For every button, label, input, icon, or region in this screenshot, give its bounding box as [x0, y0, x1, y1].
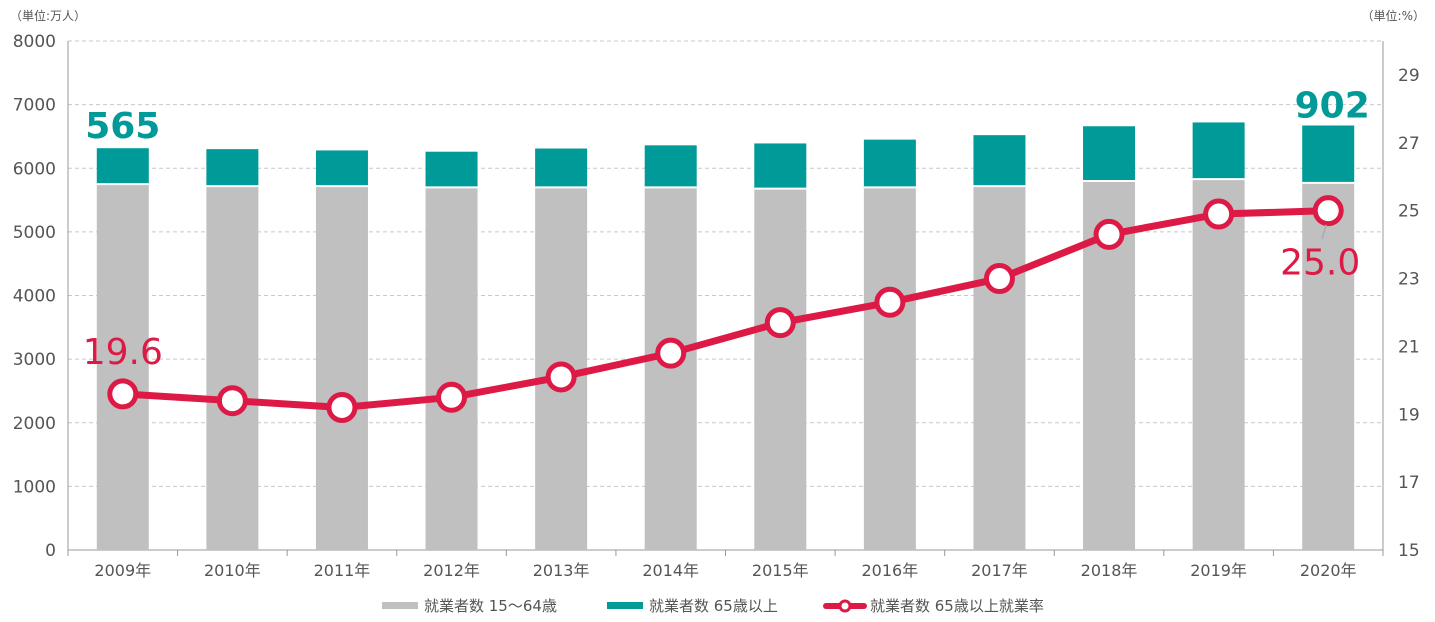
left-tick-label: 6000: [13, 159, 56, 179]
bar-15-64: [863, 187, 916, 550]
label-65-plus-2009: 565: [85, 106, 160, 147]
right-tick-label: 21: [1398, 337, 1420, 357]
rate-point: [326, 391, 358, 423]
bars: [96, 122, 1355, 551]
legend-swatch-15-64: [382, 602, 418, 609]
right-tick-label: 25: [1398, 202, 1420, 222]
rate-point: [1312, 195, 1344, 227]
rate-point: [216, 385, 248, 417]
x-tick-label: 2013年: [533, 561, 590, 580]
rate-point: [655, 337, 687, 369]
x-tick-label: 2010年: [204, 561, 261, 580]
left-tick-label: 8000: [13, 32, 56, 52]
label-rate-2020: 25.0: [1280, 243, 1360, 284]
tick-labels: 0 1000 2000 3000 4000 5000 6000 7000 8000 15 17 19 2…: [13, 32, 1420, 580]
gridlines: [68, 40, 1383, 487]
legend-swatch-65-plus: [607, 602, 643, 609]
bar-65-plus: [1083, 126, 1136, 181]
label-65-plus-2020: 902: [1295, 85, 1370, 126]
left-tick-label: 3000: [13, 350, 56, 370]
bar-65-plus: [425, 151, 478, 188]
x-tick-label: 2016年: [862, 561, 919, 580]
x-tick-label: 2012年: [423, 561, 480, 580]
rate-line-path: [119, 207, 1332, 411]
x-tick-label: 2014年: [642, 561, 699, 580]
x-tick-label: 2020年: [1300, 561, 1357, 580]
left-tick-label: 7000: [13, 96, 56, 116]
rate-point: [436, 381, 468, 413]
bar-15-64: [425, 187, 478, 550]
left-axis-unit: （単位:万人）: [10, 8, 86, 23]
rate-point: [545, 361, 577, 393]
bar-15-64: [1302, 182, 1355, 551]
x-tick-label: 2009年: [94, 561, 151, 580]
annotations: 565 902 19.6 25.0: [83, 85, 1370, 372]
right-tick-label: 29: [1398, 66, 1420, 86]
bar-65-plus: [535, 148, 588, 188]
bar-15-64: [206, 186, 259, 550]
bar-15-64: [315, 186, 368, 550]
left-tick-label: 5000: [13, 223, 56, 243]
left-tick-label: 4000: [13, 287, 56, 307]
leader-line: [1321, 224, 1327, 239]
bar-65-plus: [1302, 125, 1355, 183]
right-tick-label: 15: [1398, 541, 1420, 561]
rate-point: [764, 307, 796, 339]
right-axis-unit: （単位:%）: [1362, 8, 1425, 23]
bar-65-plus: [315, 150, 368, 187]
x-tick-label: 2017年: [971, 561, 1028, 580]
bar-65-plus: [973, 135, 1026, 187]
bar-15-64: [754, 188, 807, 551]
rate-point: [107, 378, 139, 410]
rate-line: [107, 195, 1344, 423]
bar-15-64: [973, 186, 1026, 550]
rate-point: [874, 286, 906, 318]
x-tick-label: 2019年: [1190, 561, 1247, 580]
legend-label-65-plus: 就業者数 65歳以上: [649, 597, 778, 615]
axes: [67, 41, 1384, 556]
rate-point: [1203, 198, 1235, 230]
bar-65-plus: [96, 148, 149, 185]
right-tick-label: 27: [1398, 134, 1420, 154]
legend-label-15-64: 就業者数 15～64歳: [424, 597, 557, 615]
left-tick-label: 0: [45, 541, 56, 561]
bar-65-plus: [754, 143, 807, 189]
x-tick-label: 2018年: [1081, 561, 1138, 580]
bar-65-plus: [206, 149, 259, 187]
bar-65-plus: [644, 145, 697, 188]
right-tick-label: 19: [1398, 405, 1420, 425]
rate-point: [983, 263, 1015, 295]
legend-marker-rate: [838, 599, 852, 613]
right-tick-label: 23: [1398, 270, 1420, 290]
bar-15-64: [96, 184, 149, 550]
label-rate-2009: 19.6: [83, 332, 163, 373]
bar-15-64: [1192, 179, 1245, 550]
bar-65-plus: [1192, 122, 1245, 180]
bar-65-plus: [863, 139, 916, 188]
x-tick-label: 2011年: [314, 561, 371, 580]
right-tick-label: 17: [1398, 473, 1420, 493]
legend-label-rate: 就業者数 65歳以上就業率: [870, 597, 1044, 615]
rate-point: [1093, 218, 1125, 250]
left-tick-label: 1000: [13, 477, 56, 497]
left-tick-label: 2000: [13, 414, 56, 434]
legend: 就業者数 15～64歳 就業者数 65歳以上 就業者数 65歳以上就業率: [382, 597, 1044, 615]
x-tick-label: 2015年: [752, 561, 809, 580]
